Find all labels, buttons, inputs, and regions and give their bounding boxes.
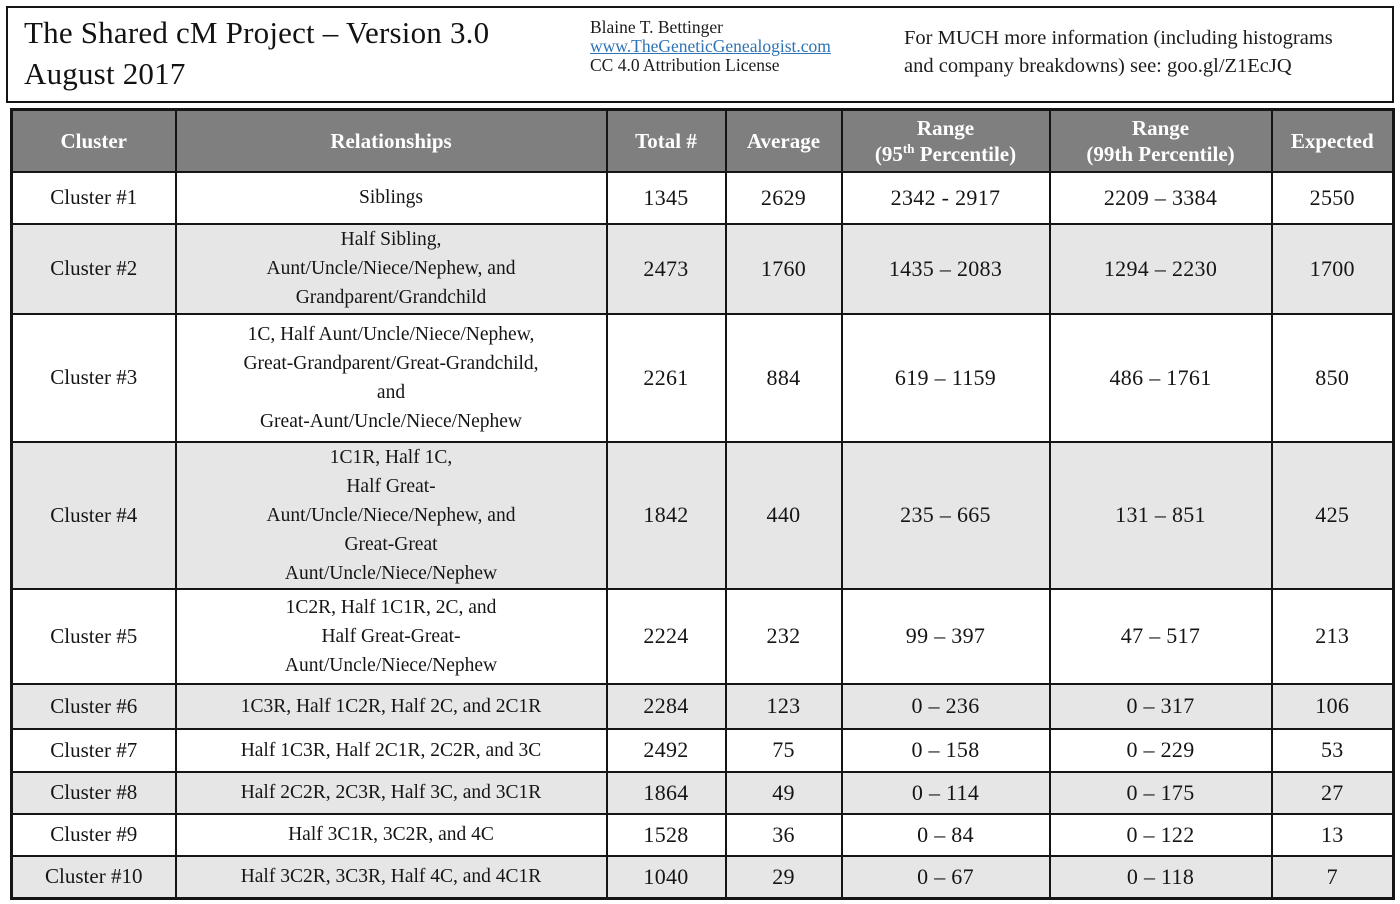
cell-expected: 2550 bbox=[1270, 170, 1395, 225]
page-title: The Shared cM Project – Version 3.0 Augu… bbox=[24, 15, 490, 91]
cell-relationships: 1C2R, Half 1C1R, 2C, and Half Great-Grea… bbox=[174, 587, 608, 685]
cell-relationships: Half 2C2R, 2C3R, Half 3C, and 3C1R bbox=[174, 770, 608, 815]
cell-total: 2473 bbox=[605, 222, 727, 315]
cell-range-99: 47 – 517 bbox=[1048, 587, 1273, 685]
cell-cluster: Cluster #8 bbox=[10, 770, 177, 815]
cell-expected: 7 bbox=[1270, 854, 1395, 900]
cell-total: 1040 bbox=[605, 854, 727, 900]
cell-relationships: Half Sibling, Aunt/Uncle/Niece/Nephew, a… bbox=[174, 222, 608, 315]
column-header-expected: Expected bbox=[1270, 108, 1395, 173]
table-row: Cluster #2 Half Sibling, Aunt/Uncle/Niec… bbox=[10, 222, 1395, 315]
cell-range-99: 2209 – 3384 bbox=[1048, 170, 1273, 225]
cell-range-95: 0 – 236 bbox=[840, 682, 1051, 730]
cell-cluster: Cluster #1 bbox=[10, 170, 177, 225]
column-header-range-95: Range (95th Percentile) bbox=[840, 108, 1051, 173]
cell-total: 1345 bbox=[605, 170, 727, 225]
table-row: Cluster #6 1C3R, Half 1C2R, Half 2C, and… bbox=[10, 682, 1395, 730]
author-block: Blaine T. Bettinger www.TheGeneticGeneal… bbox=[590, 18, 831, 75]
table-row: Cluster #8 Half 2C2R, 2C3R, Half 3C, and… bbox=[10, 770, 1395, 815]
cell-range-99: 0 – 118 bbox=[1048, 854, 1273, 900]
cell-range-95: 99 – 397 bbox=[840, 587, 1051, 685]
table-header-row: Cluster Relationships Total # Average Ra… bbox=[10, 108, 1395, 173]
cell-expected: 27 bbox=[1270, 770, 1395, 815]
cell-average: 75 bbox=[724, 727, 843, 773]
cell-total: 1528 bbox=[605, 812, 727, 857]
cell-range-95: 2342 - 2917 bbox=[840, 170, 1051, 225]
cell-average: 440 bbox=[724, 440, 843, 590]
cell-relationships: Half 1C3R, Half 2C1R, 2C2R, and 3C bbox=[174, 727, 608, 773]
cell-relationships: 1C3R, Half 1C2R, Half 2C, and 2C1R bbox=[174, 682, 608, 730]
cell-expected: 53 bbox=[1270, 727, 1395, 773]
cell-range-99: 486 – 1761 bbox=[1048, 312, 1273, 443]
cell-cluster: Cluster #5 bbox=[10, 587, 177, 685]
cell-range-95: 0 – 84 bbox=[840, 812, 1051, 857]
table-row: Cluster #10 Half 3C2R, 3C3R, Half 4C, an… bbox=[10, 854, 1395, 900]
column-header-range-99: Range (99th Percentile) bbox=[1048, 108, 1273, 173]
cell-relationships: Half 3C1R, 3C2R, and 4C bbox=[174, 812, 608, 857]
cell-cluster: Cluster #3 bbox=[10, 312, 177, 443]
cell-range-95: 0 – 158 bbox=[840, 727, 1051, 773]
cell-range-99: 0 – 122 bbox=[1048, 812, 1273, 857]
cell-average: 123 bbox=[724, 682, 843, 730]
shared-cm-table: Cluster Relationships Total # Average Ra… bbox=[10, 108, 1395, 900]
table-body: Cluster #1 Siblings 1345 2629 2342 - 291… bbox=[10, 170, 1395, 900]
cell-total: 2224 bbox=[605, 587, 727, 685]
cell-relationships: Half 3C2R, 3C3R, Half 4C, and 4C1R bbox=[174, 854, 608, 900]
cell-relationships: 1C, Half Aunt/Uncle/Niece/Nephew, Great-… bbox=[174, 312, 608, 443]
title-block: The Shared cM Project – Version 3.0 Augu… bbox=[6, 6, 1394, 103]
table-row: Cluster #4 1C1R, Half 1C, Half Great- Au… bbox=[10, 440, 1395, 590]
cell-cluster: Cluster #2 bbox=[10, 222, 177, 315]
cell-cluster: Cluster #10 bbox=[10, 854, 177, 900]
table-row: Cluster #5 1C2R, Half 1C1R, 2C, and Half… bbox=[10, 587, 1395, 685]
cell-total: 2492 bbox=[605, 727, 727, 773]
website-link[interactable]: www.TheGeneticGenealogist.com bbox=[590, 36, 831, 56]
cell-range-99: 0 – 229 bbox=[1048, 727, 1273, 773]
cell-range-95: 235 – 665 bbox=[840, 440, 1051, 590]
cell-range-95: 619 – 1159 bbox=[840, 312, 1051, 443]
cell-cluster: Cluster #4 bbox=[10, 440, 177, 590]
cell-range-99: 131 – 851 bbox=[1048, 440, 1273, 590]
cell-expected: 850 bbox=[1270, 312, 1395, 443]
cell-average: 36 bbox=[724, 812, 843, 857]
author-name: Blaine T. Bettinger bbox=[590, 17, 724, 37]
table-header: Cluster Relationships Total # Average Ra… bbox=[10, 108, 1395, 173]
cell-cluster: Cluster #7 bbox=[10, 727, 177, 773]
cell-range-99: 0 – 175 bbox=[1048, 770, 1273, 815]
cell-total: 1842 bbox=[605, 440, 727, 590]
cell-range-95: 0 – 67 bbox=[840, 854, 1051, 900]
column-header-relationships: Relationships bbox=[174, 108, 608, 173]
cell-range-99: 1294 – 2230 bbox=[1048, 222, 1273, 315]
cell-expected: 425 bbox=[1270, 440, 1395, 590]
cell-expected: 1700 bbox=[1270, 222, 1395, 315]
cell-average: 1760 bbox=[724, 222, 843, 315]
cell-average: 884 bbox=[724, 312, 843, 443]
cell-total: 2261 bbox=[605, 312, 727, 443]
cell-expected: 13 bbox=[1270, 812, 1395, 857]
table-row: Cluster #3 1C, Half Aunt/Uncle/Niece/Nep… bbox=[10, 312, 1395, 443]
license-text: CC 4.0 Attribution License bbox=[590, 55, 780, 75]
table-row: Cluster #9 Half 3C1R, 3C2R, and 4C 1528 … bbox=[10, 812, 1395, 857]
column-header-cluster: Cluster bbox=[10, 108, 177, 173]
cell-average: 29 bbox=[724, 854, 843, 900]
table-row: Cluster #1 Siblings 1345 2629 2342 - 291… bbox=[10, 170, 1395, 225]
column-header-average: Average bbox=[724, 108, 843, 173]
cell-relationships: 1C1R, Half 1C, Half Great- Aunt/Uncle/Ni… bbox=[174, 440, 608, 590]
cell-average: 2629 bbox=[724, 170, 843, 225]
cell-average: 49 bbox=[724, 770, 843, 815]
cell-average: 232 bbox=[724, 587, 843, 685]
cell-expected: 213 bbox=[1270, 587, 1395, 685]
cell-total: 1864 bbox=[605, 770, 727, 815]
cell-total: 2284 bbox=[605, 682, 727, 730]
cell-range-95: 1435 – 2083 bbox=[840, 222, 1051, 315]
cell-cluster: Cluster #9 bbox=[10, 812, 177, 857]
more-info-text: For MUCH more information (including his… bbox=[904, 27, 1333, 77]
cell-expected: 106 bbox=[1270, 682, 1395, 730]
table-row: Cluster #7 Half 1C3R, Half 2C1R, 2C2R, a… bbox=[10, 727, 1395, 773]
cell-relationships: Siblings bbox=[174, 170, 608, 225]
cell-range-95: 0 – 114 bbox=[840, 770, 1051, 815]
cell-range-99: 0 – 317 bbox=[1048, 682, 1273, 730]
cell-cluster: Cluster #6 bbox=[10, 682, 177, 730]
column-header-total: Total # bbox=[605, 108, 727, 173]
